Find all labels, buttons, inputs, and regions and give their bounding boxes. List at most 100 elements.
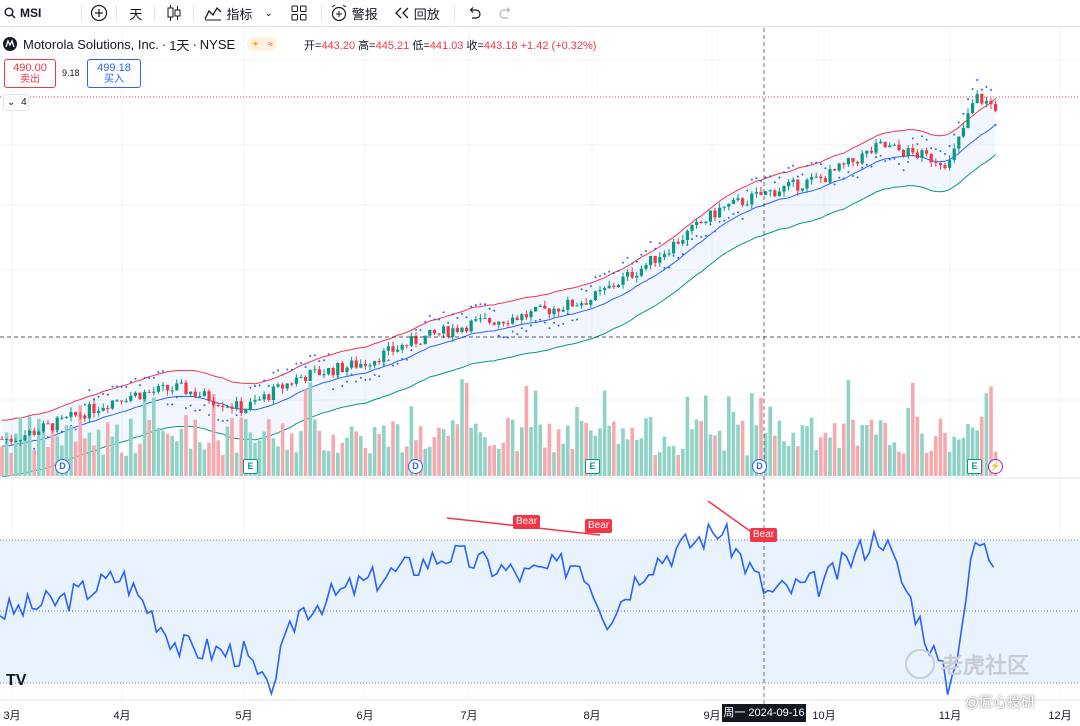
candle-body [221, 405, 225, 408]
candle-body [138, 392, 142, 400]
compare-button[interactable] [82, 0, 116, 26]
layouts-button[interactable] [283, 0, 315, 26]
bear-divergence-label[interactable]: Bear [585, 519, 613, 533]
volume-bar [750, 393, 754, 476]
sar-dot [281, 373, 284, 376]
volume-bar [552, 452, 556, 476]
volume-bar [207, 442, 211, 476]
chart-type-button[interactable] [155, 0, 193, 26]
undo-button[interactable] [455, 0, 493, 26]
lightning-event-badge[interactable]: ⚡ [988, 459, 1003, 474]
candle-body [14, 441, 18, 443]
volume-bar [437, 427, 441, 476]
volume-bar [621, 428, 625, 476]
sar-dot [226, 419, 229, 422]
sar-dot [479, 303, 482, 306]
bear-divergence-label[interactable]: Bear [750, 528, 778, 542]
interval-label: 天 [129, 6, 143, 22]
candle-body [368, 365, 372, 367]
candle-body [888, 145, 892, 148]
alert-button[interactable]: 警报 [322, 0, 386, 26]
candle-body [308, 369, 312, 382]
candle-body [354, 360, 358, 368]
symbol-search[interactable]: MSI [0, 0, 49, 26]
buy-button[interactable]: 499.18 买入 [87, 59, 141, 88]
candle-body [814, 176, 818, 178]
sar-dot [879, 154, 882, 157]
sar-dot [396, 362, 399, 365]
volume-bar [336, 452, 340, 476]
volume-bar [579, 421, 584, 476]
sell-button[interactable]: 490.00 卖出 [4, 59, 56, 88]
candle-body [649, 255, 653, 266]
crosshair-date-label: 周一 2024-09-16 [722, 704, 806, 722]
x-tick-label: 7月 [460, 710, 478, 722]
volume-bar [920, 433, 924, 476]
bollinger-upper [1, 98, 996, 421]
dot-separator: · [192, 36, 197, 52]
volume-bar [92, 445, 96, 476]
close-value: 443.18 [483, 40, 518, 52]
sar-dot [622, 261, 624, 264]
candle-body [32, 430, 36, 435]
wave-icon: ≈ [267, 39, 273, 49]
sar-dot [755, 177, 758, 180]
candle-body [547, 308, 551, 315]
indicator-collapse-button[interactable]: ⌄ 4 [3, 94, 29, 111]
sar-dot [497, 334, 500, 337]
candle-body [892, 144, 896, 146]
earnings-badge[interactable]: E [243, 459, 258, 474]
sar-dot [893, 157, 896, 160]
candle-body [271, 386, 275, 401]
sar-dot [415, 328, 417, 331]
volume-bar [846, 380, 851, 476]
volume-bar [984, 393, 989, 476]
sar-dot [511, 330, 514, 333]
volume-bar [538, 424, 542, 476]
candle-body [377, 361, 381, 363]
x-tick-label: 11月 [938, 710, 962, 722]
volume-bar [391, 421, 395, 476]
sar-dot [502, 336, 505, 339]
volume-bar [865, 424, 869, 476]
candle-body [253, 400, 257, 402]
candle-body [23, 435, 27, 441]
candle-body [529, 311, 533, 318]
candle-body [948, 160, 952, 168]
candle-body [423, 335, 427, 345]
volume-bar [658, 452, 662, 476]
volume-bar [400, 452, 404, 476]
interval-button[interactable]: 天 [117, 0, 154, 26]
candle-body [405, 345, 409, 347]
volume-bar [133, 452, 138, 476]
sar-dot [290, 368, 293, 371]
redo-button[interactable] [493, 0, 519, 26]
bear-divergence-label[interactable]: Bear [513, 515, 541, 529]
indicators-button[interactable]: 指标 ⌄ [194, 0, 282, 26]
dividend-badge[interactable]: D [408, 459, 423, 474]
volume-bar [713, 435, 717, 476]
dividend-badge[interactable]: D [55, 459, 70, 474]
candle-body [313, 369, 317, 371]
dividend-badge[interactable]: D [752, 459, 767, 474]
volume-bar [492, 444, 496, 476]
earnings-badge[interactable]: E [585, 459, 600, 474]
earnings-badge[interactable]: E [967, 459, 982, 474]
volume-bar [520, 427, 524, 476]
volume-bar [303, 389, 308, 476]
replay-button[interactable]: 回放 [386, 0, 448, 26]
candle-body [971, 103, 975, 114]
volume-bar [271, 438, 276, 476]
volume-bar [938, 418, 943, 476]
volume-bar [363, 447, 368, 476]
sar-dot [134, 377, 137, 380]
sar-dot [74, 428, 77, 431]
volume-bar [773, 435, 777, 476]
symbol-name[interactable]: Motorola Solutions, Inc. [23, 36, 159, 52]
volume-bar [294, 452, 299, 476]
chevron-down-icon[interactable]: ⌄ [264, 7, 273, 19]
volume-bar [313, 419, 317, 476]
market-status-icon[interactable]: ☀ ≈ [247, 37, 278, 51]
buy-label: 买入 [104, 74, 124, 85]
